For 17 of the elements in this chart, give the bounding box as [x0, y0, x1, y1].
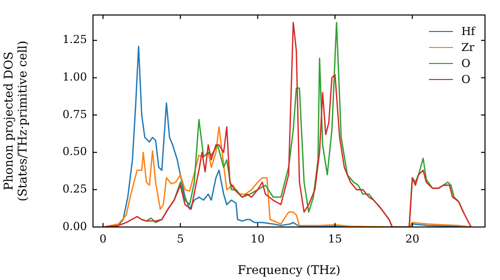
- legend-label: Hf: [461, 24, 475, 38]
- y-tick-label: 0.75: [62, 108, 87, 121]
- x-axis-title: Frequency (THz): [238, 262, 340, 277]
- y-axis-title: Phonon projected DOS (States/THz·primitive cell): [1, 40, 30, 202]
- y-tick-label: 0.00: [62, 220, 87, 233]
- x-tick-label: 5: [176, 232, 184, 246]
- y-tick-label: 1.25: [62, 33, 87, 46]
- x-tick-label: 10: [250, 232, 265, 246]
- legend-label: O: [461, 56, 470, 70]
- y-tick-label: 0.50: [62, 145, 87, 158]
- legend-label: O: [461, 72, 470, 86]
- y-tick-label: 0.25: [62, 182, 87, 196]
- y-tick-label: 1.00: [62, 70, 87, 84]
- x-tick-label: 0: [100, 232, 107, 246]
- x-tick-label: 15: [328, 232, 342, 246]
- x-tick-label: 20: [405, 232, 420, 246]
- legend-label: Zr: [461, 40, 474, 54]
